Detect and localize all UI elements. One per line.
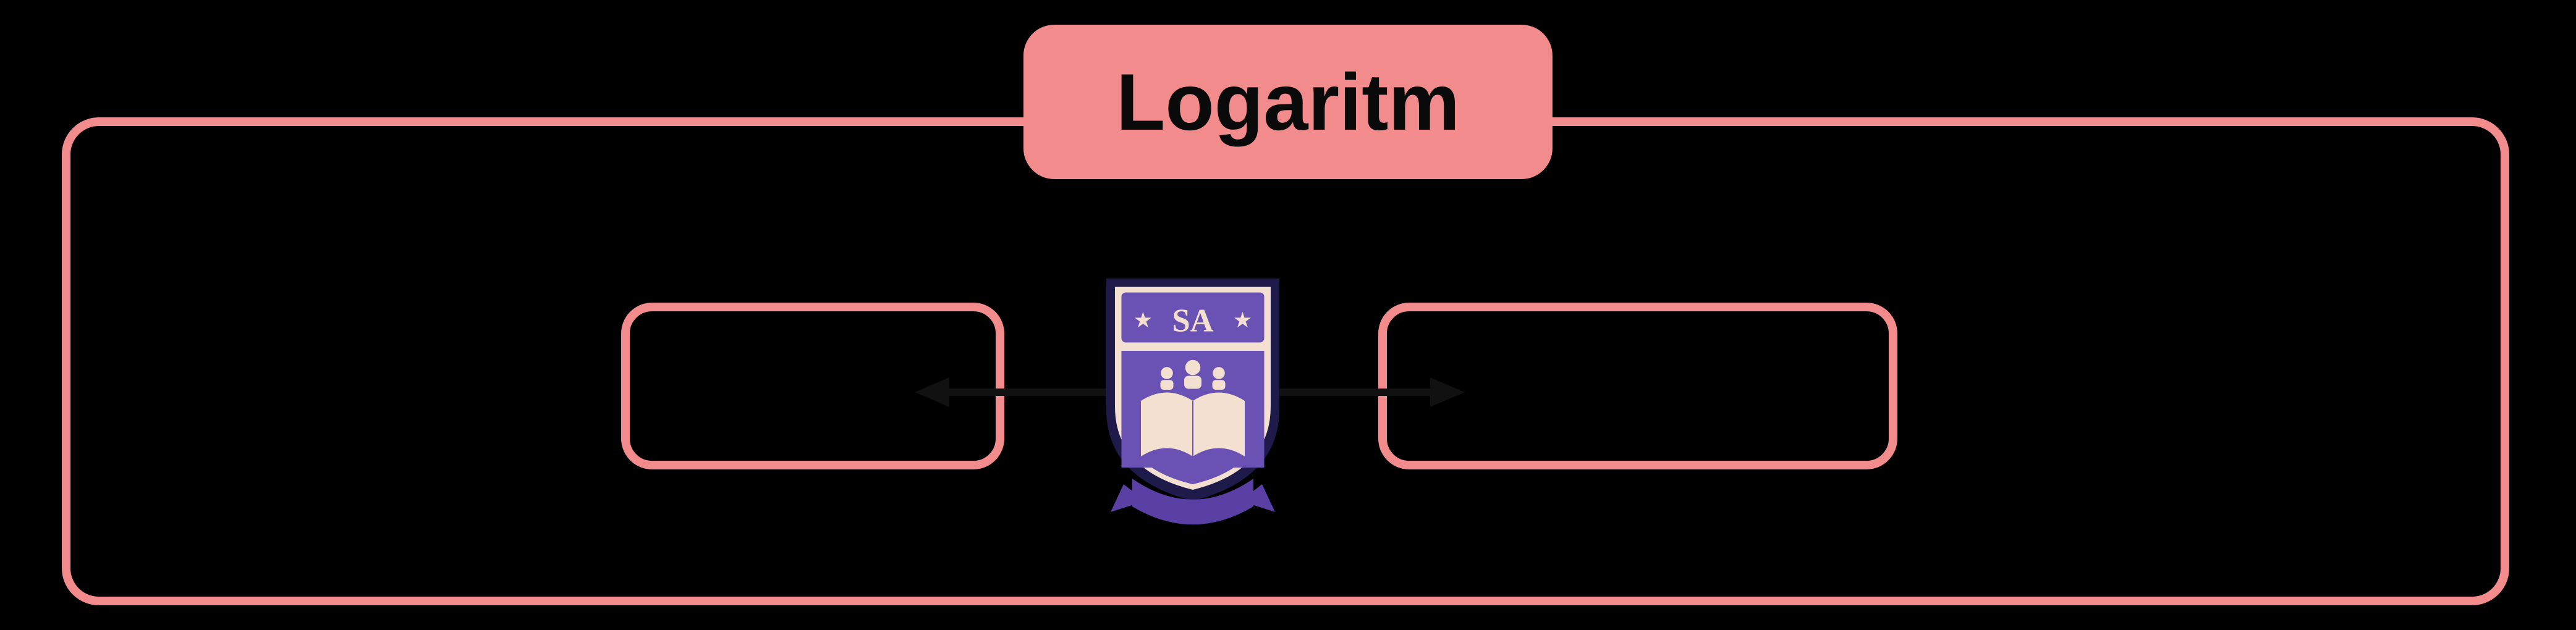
- title-text: Logaritm: [1116, 57, 1460, 147]
- svg-text:SA: SA: [1172, 303, 1213, 339]
- svg-text:★: ★: [1133, 308, 1153, 332]
- title-box: Logaritm: [1023, 25, 1553, 179]
- svg-text:★: ★: [1233, 308, 1252, 332]
- sa-shield-logo-icon: SA ★ ★: [1085, 256, 1301, 534]
